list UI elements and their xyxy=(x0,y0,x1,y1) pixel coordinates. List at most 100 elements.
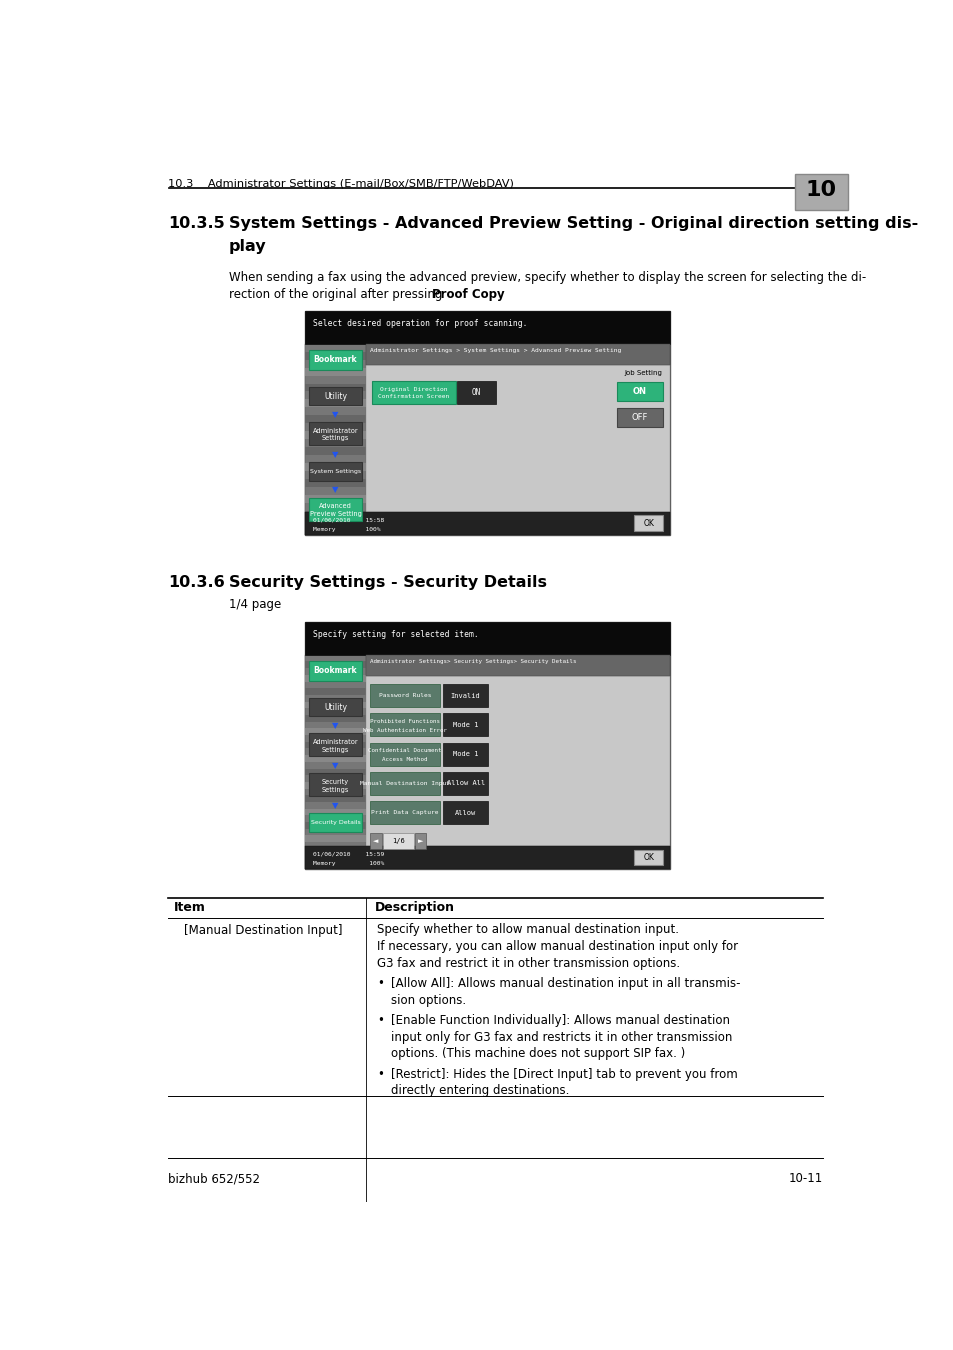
Text: 10.3.6: 10.3.6 xyxy=(168,575,225,590)
Bar xyxy=(305,741,365,748)
Text: 1/6: 1/6 xyxy=(392,838,404,844)
Bar xyxy=(365,344,669,366)
Text: Proof Copy: Proof Copy xyxy=(431,289,504,301)
Text: Invalid: Invalid xyxy=(451,693,480,698)
Bar xyxy=(443,713,488,736)
Text: •: • xyxy=(377,1014,384,1026)
Text: 10.3    Administrator Settings (E-mail/Box/SMB/FTP/WebDAV): 10.3 Administrator Settings (E-mail/Box/… xyxy=(168,180,514,189)
Bar xyxy=(305,688,365,695)
Text: Allow: Allow xyxy=(455,810,476,815)
Bar xyxy=(305,479,365,487)
Bar xyxy=(305,863,365,869)
Bar xyxy=(305,512,669,535)
Bar xyxy=(305,622,669,869)
Bar xyxy=(309,387,361,405)
Text: rection of the original after pressing: rection of the original after pressing xyxy=(229,289,445,301)
Bar xyxy=(305,845,669,869)
Text: Settings: Settings xyxy=(321,747,349,752)
Text: Utility: Utility xyxy=(324,702,347,711)
Text: OK: OK xyxy=(642,853,654,861)
Bar xyxy=(305,755,365,761)
Text: options. (This machine does not support SIP fax. ): options. (This machine does not support … xyxy=(391,1048,685,1061)
Text: Bookmark: Bookmark xyxy=(314,355,357,364)
Text: 10: 10 xyxy=(805,181,836,201)
Text: ON: ON xyxy=(633,387,646,396)
Bar xyxy=(305,526,365,535)
Bar xyxy=(305,716,365,722)
Bar xyxy=(305,510,365,518)
Text: If necessary, you can allow manual destination input only for: If necessary, you can allow manual desti… xyxy=(377,940,738,953)
Text: Web Authentication Error: Web Authentication Error xyxy=(363,728,447,733)
Text: .: . xyxy=(476,289,479,301)
Bar xyxy=(309,662,361,680)
Text: bizhub 652/552: bizhub 652/552 xyxy=(168,1172,260,1185)
Text: •: • xyxy=(377,976,384,990)
Bar xyxy=(309,733,361,756)
Bar xyxy=(305,782,365,788)
Bar xyxy=(309,498,361,521)
Bar xyxy=(305,400,365,408)
Text: 1/4 page: 1/4 page xyxy=(229,598,280,610)
Text: ▼: ▼ xyxy=(332,410,338,418)
Text: Administrator Settings> Security Settings> Security Details: Administrator Settings> Security Setting… xyxy=(370,659,577,664)
Text: input only for G3 fax and restricts it in other transmission: input only for G3 fax and restricts it i… xyxy=(391,1030,732,1044)
Text: 01/06/2010    15:59: 01/06/2010 15:59 xyxy=(313,852,384,857)
Text: Memory         100%: Memory 100% xyxy=(313,861,384,867)
Text: ▼: ▼ xyxy=(332,801,338,810)
Text: Preview Setting: Preview Setting xyxy=(309,510,361,517)
Text: Administrator: Administrator xyxy=(313,428,358,433)
Bar xyxy=(305,352,365,359)
Bar xyxy=(305,849,365,856)
Text: Item: Item xyxy=(174,902,206,914)
Text: [Manual Destination Input]: [Manual Destination Input] xyxy=(183,925,342,937)
Bar xyxy=(415,833,426,849)
Bar xyxy=(309,462,361,481)
Bar xyxy=(370,713,439,736)
Text: Manual Destination Input: Manual Destination Input xyxy=(360,780,450,786)
Text: Access Method: Access Method xyxy=(382,757,428,761)
Bar xyxy=(794,174,847,209)
Text: Mode 1: Mode 1 xyxy=(453,751,477,757)
Bar xyxy=(309,814,361,832)
Bar xyxy=(372,381,456,404)
Bar xyxy=(168,186,822,188)
Bar xyxy=(305,367,365,375)
Text: Specify setting for selected item.: Specify setting for selected item. xyxy=(313,630,478,639)
Bar xyxy=(309,698,361,717)
Bar xyxy=(443,684,488,707)
Bar xyxy=(305,463,365,471)
Bar xyxy=(305,447,365,455)
Text: Advanced: Advanced xyxy=(318,504,352,509)
Text: Administrator: Administrator xyxy=(313,738,358,745)
Text: sion options.: sion options. xyxy=(391,994,466,1007)
Text: Settings: Settings xyxy=(321,787,349,792)
Text: Bookmark: Bookmark xyxy=(314,667,357,675)
Text: ▼: ▼ xyxy=(332,486,338,494)
Bar xyxy=(305,312,669,535)
Bar xyxy=(370,772,439,795)
Bar xyxy=(305,795,365,802)
Text: Memory        100%: Memory 100% xyxy=(313,526,380,532)
Bar xyxy=(305,655,365,869)
Text: play: play xyxy=(229,239,266,254)
Text: ▼: ▼ xyxy=(332,450,338,459)
Bar xyxy=(305,822,365,829)
Bar xyxy=(305,729,365,734)
Text: ▼: ▼ xyxy=(332,761,338,770)
Text: Settings: Settings xyxy=(321,436,349,441)
Bar xyxy=(305,675,365,682)
Bar xyxy=(305,495,365,502)
Text: Specify whether to allow manual destination input.: Specify whether to allow manual destinat… xyxy=(377,923,679,936)
Bar xyxy=(305,809,365,815)
Text: Password Rules: Password Rules xyxy=(378,693,431,698)
Bar xyxy=(309,350,361,370)
Text: 10.3.5: 10.3.5 xyxy=(168,216,225,231)
Bar xyxy=(617,409,662,427)
Bar xyxy=(443,743,488,765)
Text: Original Direction: Original Direction xyxy=(379,386,447,391)
Bar xyxy=(305,622,669,655)
Text: Administrator Settings > System Settings > Advanced Preview Setting: Administrator Settings > System Settings… xyxy=(370,348,621,354)
Text: Security Settings - Security Details: Security Settings - Security Details xyxy=(229,575,546,590)
Bar xyxy=(305,416,365,424)
Text: Utility: Utility xyxy=(324,392,347,401)
